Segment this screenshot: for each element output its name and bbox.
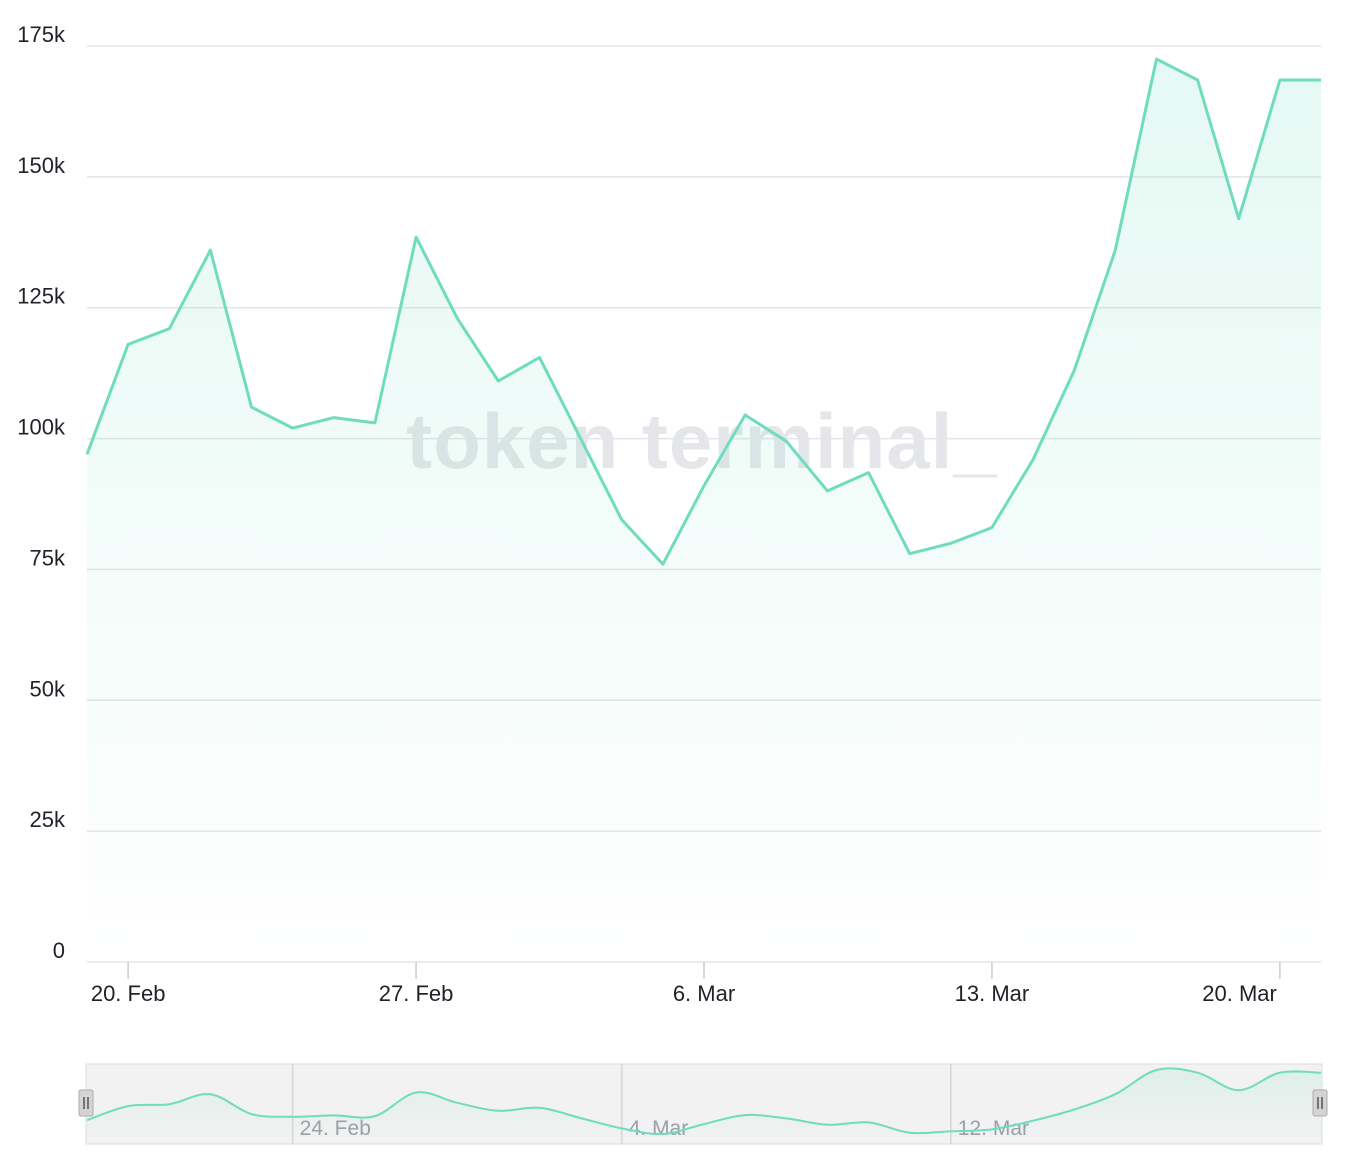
x-tick-label: 6. Mar <box>673 981 735 1006</box>
y-tick-label: 0 <box>53 938 65 963</box>
x-axis: 20. Feb 27. Feb 6. Mar 13. Mar 20. Mar <box>91 962 1281 1006</box>
navigator-line <box>86 1067 1322 1136</box>
y-tick-label: 25k <box>30 807 66 832</box>
y-axis: 0 25k 50k 75k 100k 125k 150k 175k <box>17 22 66 963</box>
y-tick-label: 125k <box>17 284 66 309</box>
series-area <box>87 59 1321 963</box>
y-tick-label: 175k <box>17 22 66 47</box>
y-tick-label: 100k <box>17 415 66 440</box>
navigator-left-handle[interactable] <box>78 1089 94 1117</box>
y-tick-label: 50k <box>30 676 66 701</box>
navigator-right-handle[interactable] <box>1312 1089 1328 1117</box>
x-tick-label: 20. Mar <box>1202 981 1277 1006</box>
navigator-area <box>87 1068 1321 1142</box>
y-tick-label: 150k <box>17 153 66 178</box>
series-line <box>85 57 1321 566</box>
x-tick-label: 20. Feb <box>91 981 166 1006</box>
x-tick-label: 13. Mar <box>955 981 1030 1006</box>
x-tick-label: 27. Feb <box>379 981 454 1006</box>
y-tick-label: 75k <box>30 545 66 570</box>
